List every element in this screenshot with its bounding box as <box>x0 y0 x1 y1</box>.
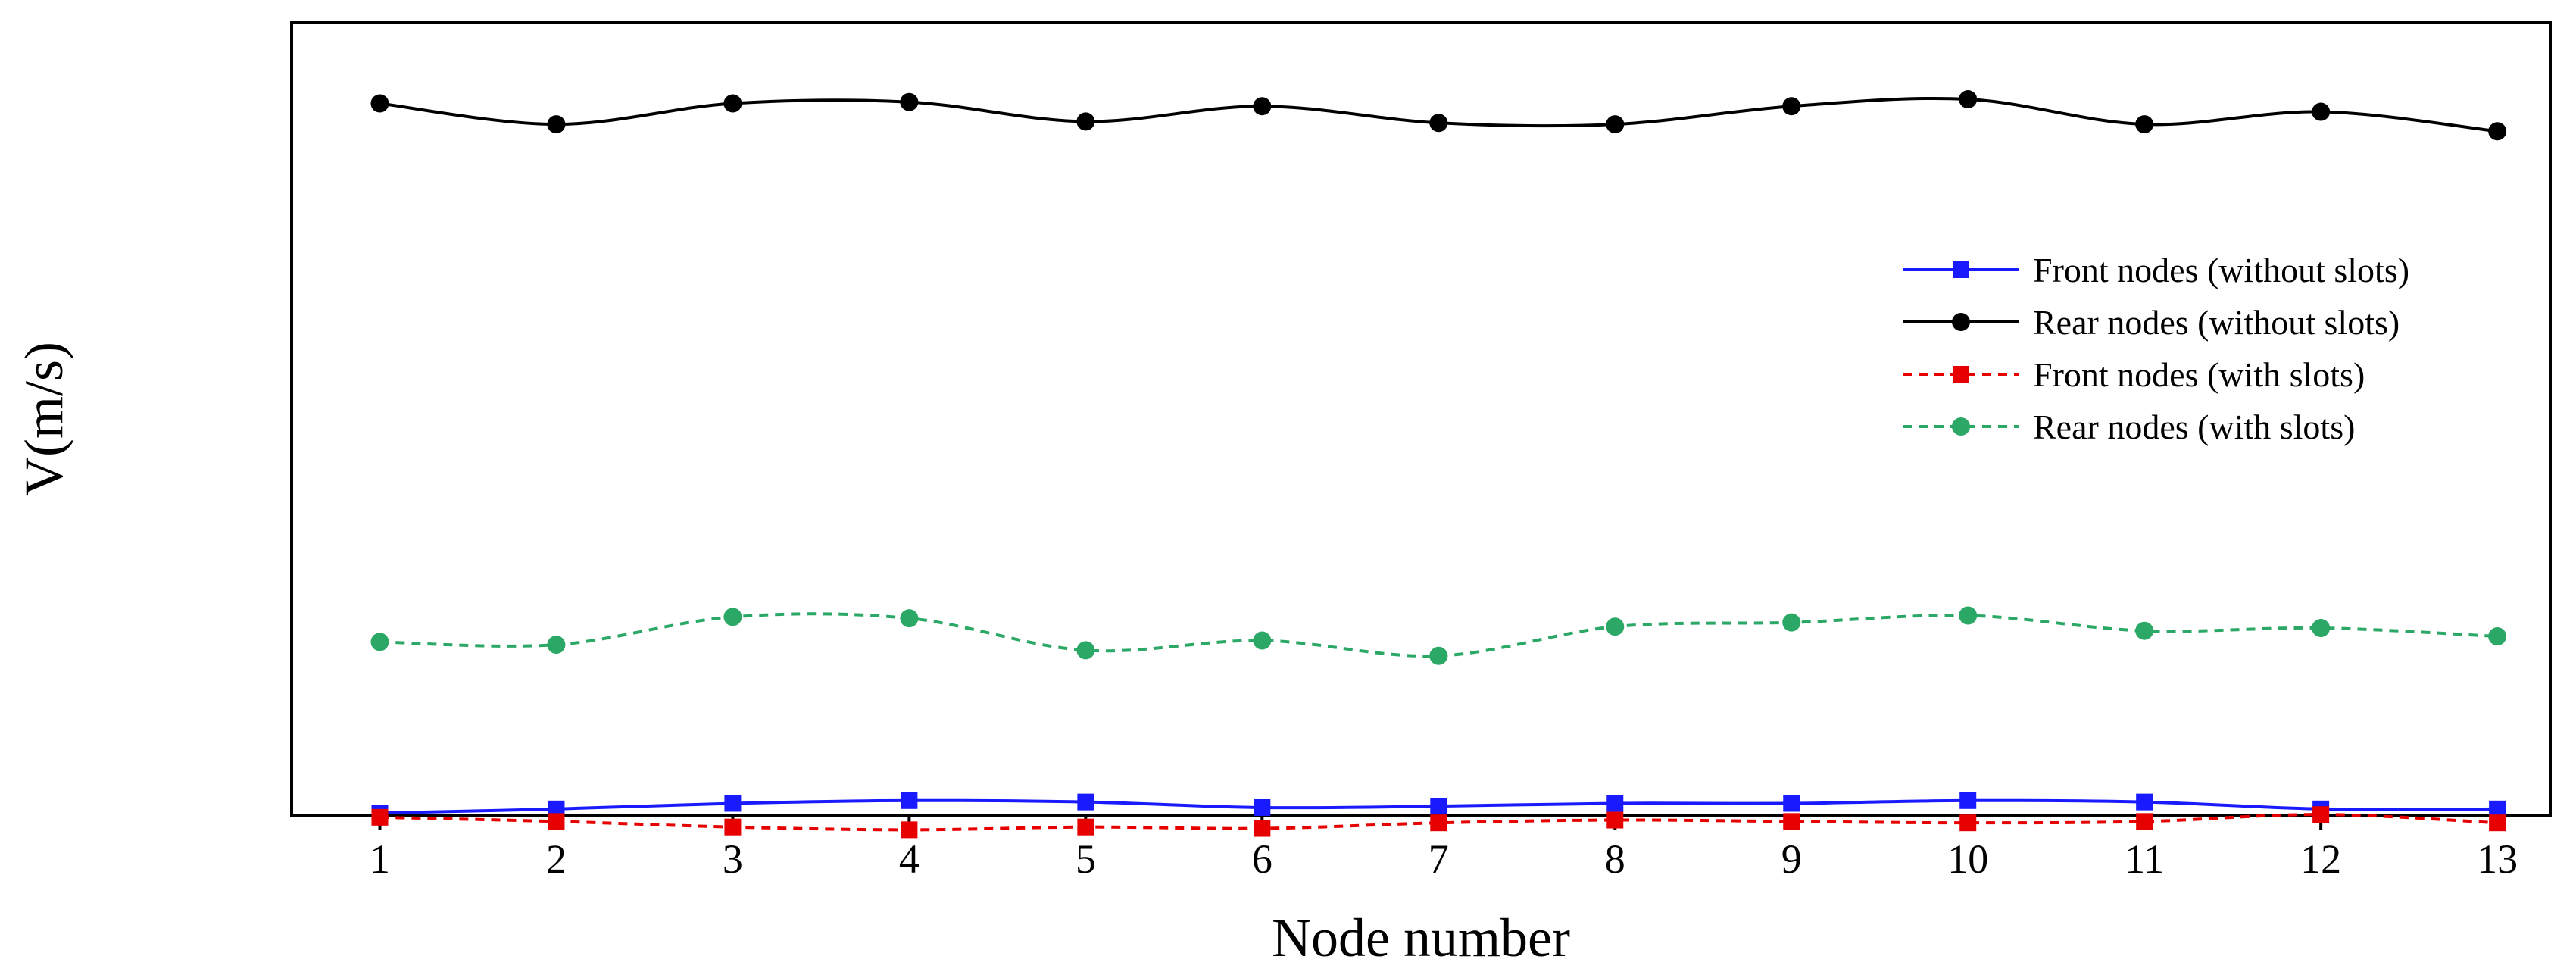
data-point <box>1253 631 1272 650</box>
legend: Front nodes (without slots) Rear nodes (w… <box>1903 251 2409 446</box>
legend-label: Rear nodes (without slots) <box>2033 303 2400 342</box>
x-tick-label: 10 <box>1947 836 1988 882</box>
data-point <box>1077 793 1094 811</box>
data-point <box>370 94 389 113</box>
data-point <box>900 609 919 628</box>
data-point <box>1606 617 1625 636</box>
data-point <box>1253 97 1272 116</box>
data-point <box>2135 621 2154 640</box>
data-point <box>1959 606 1978 625</box>
series <box>370 606 2507 665</box>
series <box>371 806 2506 839</box>
legend-item: Front nodes (with slots) <box>1903 355 2365 394</box>
data-point <box>1429 114 1448 133</box>
data-point <box>1783 813 1800 830</box>
data-point <box>371 808 389 826</box>
data-point <box>1782 613 1801 632</box>
data-point <box>1606 795 1624 812</box>
data-point <box>1076 641 1095 660</box>
series <box>370 90 2507 141</box>
x-axis-ticks: 1 2 3 4 5 6 7 8 9 10 11 12 13 <box>370 816 2518 882</box>
data-point <box>1254 798 1271 816</box>
data-point <box>2489 814 2506 832</box>
data-point <box>548 800 565 817</box>
data-point <box>2488 627 2507 646</box>
data-point <box>2136 813 2153 830</box>
x-tick-label: 11 <box>2125 836 2164 882</box>
x-tick-label: 6 <box>1252 836 1272 882</box>
data-point <box>1959 792 1977 809</box>
legend-marker <box>1952 417 1970 436</box>
data-point <box>548 813 565 830</box>
legend-marker <box>1953 366 1969 383</box>
x-tick-label: 7 <box>1429 836 1449 882</box>
x-axis-title: Node number <box>1272 908 1570 968</box>
series-layer <box>370 90 2507 839</box>
data-point <box>2312 619 2331 638</box>
data-point <box>2136 793 2153 811</box>
data-point <box>724 795 742 812</box>
data-point <box>900 92 919 111</box>
x-tick-label: 9 <box>1781 836 1802 882</box>
legend-label: Front nodes (without slots) <box>2033 251 2409 289</box>
x-tick-label: 1 <box>370 836 390 882</box>
legend-item: Front nodes (without slots) <box>1903 251 2409 289</box>
data-point <box>901 821 918 839</box>
data-point <box>1783 795 1800 812</box>
data-point <box>1076 112 1095 131</box>
data-point <box>724 818 742 836</box>
data-point <box>1606 811 1624 829</box>
x-tick-label: 12 <box>2300 836 2341 882</box>
plot-area <box>290 21 2552 817</box>
x-tick-label: 3 <box>723 836 743 882</box>
data-point <box>2312 102 2331 121</box>
legend-label: Rear nodes (with slots) <box>2033 408 2355 446</box>
data-point <box>723 608 742 626</box>
x-tick-label: 5 <box>1076 836 1096 882</box>
data-point <box>901 792 918 809</box>
data-point <box>1254 820 1271 837</box>
x-tick-label: 13 <box>2477 836 2518 882</box>
data-point <box>547 115 566 134</box>
data-point <box>2312 806 2330 823</box>
data-point <box>723 94 742 113</box>
y-axis-title: V(m/s) <box>14 342 74 496</box>
data-point <box>2488 122 2507 141</box>
data-point <box>2489 800 2506 817</box>
x-tick-label: 4 <box>899 836 920 882</box>
data-point <box>1959 814 1977 832</box>
legend-item: Rear nodes (with slots) <box>1903 408 2355 446</box>
x-tick-label: 8 <box>1605 836 1625 882</box>
legend-label: Front nodes (with slots) <box>2033 355 2365 394</box>
legend-marker <box>1953 261 1969 278</box>
data-point <box>547 636 566 655</box>
x-tick-label: 2 <box>546 836 567 882</box>
data-point <box>1606 115 1625 134</box>
data-point <box>1077 818 1094 836</box>
legend-item: Rear nodes (without slots) <box>1903 303 2400 342</box>
data-point <box>1430 814 1447 832</box>
data-point <box>1782 97 1801 116</box>
legend-marker <box>1952 313 1970 331</box>
data-point <box>2135 115 2154 134</box>
data-point <box>1430 798 1447 815</box>
data-point <box>1429 646 1448 665</box>
data-point <box>370 633 389 651</box>
data-point <box>1959 90 1978 109</box>
